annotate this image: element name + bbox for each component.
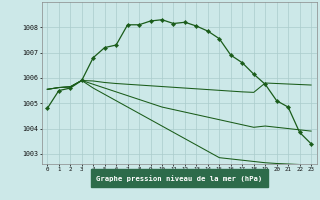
X-axis label: Graphe pression niveau de la mer (hPa): Graphe pression niveau de la mer (hPa) xyxy=(96,175,262,182)
